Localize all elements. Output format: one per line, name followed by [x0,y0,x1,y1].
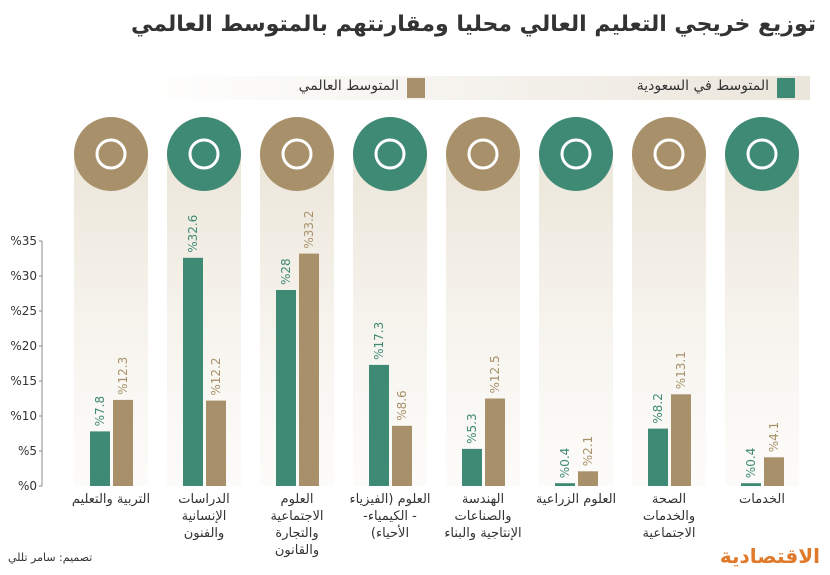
y-tick-label: %30 [10,269,37,283]
credit: تصميم: سامر تللي [8,551,93,564]
column-background [539,150,613,486]
legend-swatch [777,78,795,98]
bar [369,364,389,486]
category-icon [446,117,520,191]
value-label: %8.2 [651,393,665,424]
bar [671,394,691,486]
value-label: %2.1 [581,436,595,467]
y-tick-label: %0 [18,479,37,493]
column-background [725,150,799,486]
category-icon [74,117,148,191]
value-label: %4.1 [767,422,781,453]
bar [462,448,482,486]
x-tick-label: العلوم (الفيزياء - الكيمياء- الأحياء) [349,492,431,541]
legend-label: المتوسط العالمي [298,78,399,94]
bar [90,431,110,486]
bar [648,428,668,486]
column-background [353,150,427,486]
column-background [632,150,706,486]
y-tick-label: %15 [10,374,37,388]
bar [764,457,784,486]
category-icon [725,117,799,191]
bar [741,483,761,486]
value-label: %32.6 [186,215,200,253]
value-label: %12.5 [488,355,502,393]
icon-glyph [560,138,592,170]
legend-label: المتوسط في السعودية [636,78,769,94]
x-tick-label: الدراسات الإنسانية والفنون [178,492,230,541]
bar [299,253,319,486]
legend-swatch [407,78,425,98]
value-label: %12.3 [116,357,130,395]
value-label: %33.2 [302,210,316,248]
bar [555,483,575,486]
column-background [74,150,148,486]
legend-band [130,76,810,100]
bar [578,471,598,486]
icon-glyph [95,138,127,170]
y-tick-label: %35 [10,234,37,248]
value-label: %0.4 [558,448,572,479]
x-tick-label: التربية والتعليم [71,492,151,507]
value-label: %0.4 [744,448,758,479]
category-icon [353,117,427,191]
y-tick-label: %20 [10,339,37,353]
value-label: %13.1 [674,351,688,389]
icon-glyph [653,138,685,170]
value-label: %28 [279,258,293,285]
value-label: %5.3 [465,413,479,444]
category-icon [260,117,334,191]
icon-glyph [188,138,220,170]
value-label: %12.2 [209,357,223,395]
icon-glyph [467,138,499,170]
category-icon [632,117,706,191]
bar [113,399,133,486]
x-tick-label: الهندسة والصناعات الإنتاجية والبناء [444,492,522,541]
x-tick-label: العلوم الزراعية [535,492,617,507]
bar [276,290,296,486]
bar [206,400,226,486]
y-tick-label: %5 [18,444,37,458]
column-background [446,150,520,486]
x-tick-label: الخدمات [739,492,785,507]
column-background [167,150,241,486]
icon-glyph [281,138,313,170]
bar [392,425,412,486]
category-icon [539,117,613,191]
y-tick-label: %25 [10,304,37,318]
icon-glyph [746,138,778,170]
bar [485,398,505,486]
x-tick-label: العلوم الاجتماعية والتجارة والقانون [270,492,324,558]
category-icon [167,117,241,191]
brand-logo: الاقتصادية [719,544,820,568]
y-tick-label: %10 [10,409,37,423]
icon-glyph [374,138,406,170]
chart-title: توزيع خريجي التعليم العالي محليا ومقارنت… [131,12,816,37]
column-background [260,150,334,486]
bar [183,257,203,486]
value-label: %7.8 [93,396,107,427]
value-label: %8.6 [395,390,409,421]
x-tick-label: الصحة والخدمات الاجتماعية [642,492,696,541]
value-label: %17.3 [372,322,386,360]
